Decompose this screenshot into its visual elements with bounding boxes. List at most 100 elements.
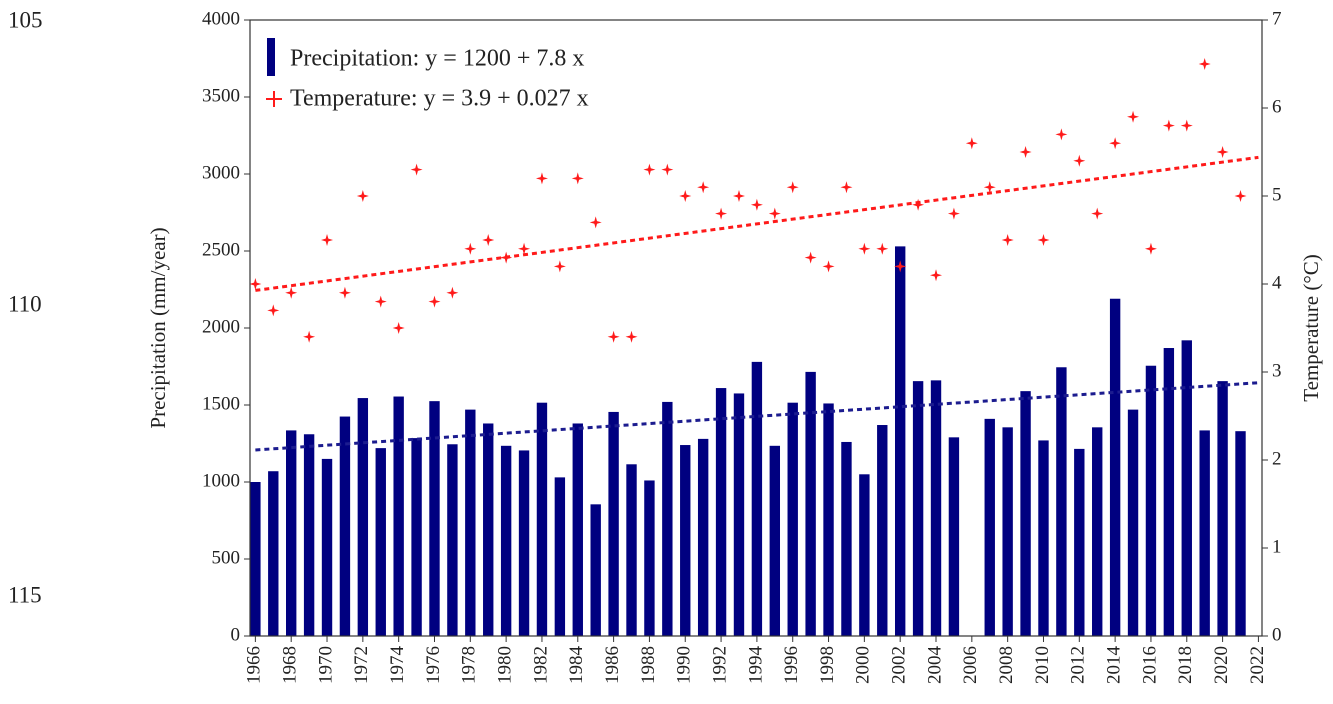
y-tick-label: 0 xyxy=(231,624,241,645)
trend-line xyxy=(255,155,1259,292)
temperature-point xyxy=(356,190,369,202)
bar xyxy=(859,474,870,636)
bar xyxy=(393,396,404,636)
x-tick-label: 1994 xyxy=(745,646,766,685)
y2-tick-label: 1 xyxy=(1272,536,1282,557)
bar xyxy=(429,401,440,636)
bar xyxy=(268,471,279,636)
x-tick-label: 2000 xyxy=(853,646,874,684)
legend-swatch xyxy=(267,38,275,76)
bar xyxy=(841,441,852,636)
x-tick-label: 2022 xyxy=(1247,646,1268,684)
y-axis-label: Precipitation (mm/year) xyxy=(146,227,170,428)
x-tick-label: 1996 xyxy=(781,646,802,684)
temperature-point xyxy=(947,207,960,220)
bar xyxy=(286,430,297,636)
legend-label: Precipitation: y = 1200 + 7.8 x xyxy=(290,46,584,72)
bar xyxy=(805,371,816,636)
temperature-point xyxy=(625,330,638,343)
x-tick-label: 1986 xyxy=(602,646,623,684)
y2-tick-label: 4 xyxy=(1272,272,1282,293)
y2-tick-label: 5 xyxy=(1272,184,1282,205)
temperature-point xyxy=(768,207,781,220)
bar xyxy=(572,423,583,636)
temperature-point xyxy=(535,172,548,185)
bar xyxy=(680,445,691,636)
bar xyxy=(1092,427,1103,636)
y-tick-label: 1500 xyxy=(202,393,240,414)
temperature-point xyxy=(571,172,584,185)
line-number: 110 xyxy=(8,291,42,316)
temperature-point xyxy=(965,137,978,150)
y2-tick-label: 0 xyxy=(1272,624,1282,645)
bar xyxy=(1002,427,1013,636)
temperature-point xyxy=(983,181,996,194)
y-tick-label: 2500 xyxy=(202,239,240,260)
line-number: 115 xyxy=(8,582,42,607)
temperature-point xyxy=(1019,146,1032,158)
temperature-point xyxy=(715,207,728,220)
bar xyxy=(912,381,924,636)
temperature-point xyxy=(518,242,531,255)
bar xyxy=(626,464,637,636)
temperature-point xyxy=(1162,119,1175,132)
temperature-point xyxy=(786,181,799,194)
y2-tick-label: 7 xyxy=(1272,8,1282,29)
bar xyxy=(1181,340,1192,636)
bar xyxy=(894,246,906,636)
temperature-point xyxy=(428,295,441,308)
bar xyxy=(787,402,798,636)
temperature-point xyxy=(876,242,889,255)
temperature-point xyxy=(338,286,351,299)
temperature-point xyxy=(1216,146,1229,158)
bar xyxy=(411,438,422,636)
temperature-point xyxy=(464,242,477,255)
x-tick-label: 2018 xyxy=(1175,646,1196,684)
bar xyxy=(877,425,888,636)
temperature-point xyxy=(697,181,710,194)
x-tick-label: 1988 xyxy=(638,646,659,684)
temperature-point xyxy=(1073,154,1086,167)
bar xyxy=(1199,430,1210,636)
x-tick-label: 1980 xyxy=(494,646,515,684)
x-tick-label: 1992 xyxy=(709,646,730,684)
temperature-point xyxy=(822,260,835,273)
temperature-point xyxy=(607,330,620,343)
y-tick-label: 3500 xyxy=(202,85,240,106)
temperature-point xyxy=(1001,234,1014,246)
bar xyxy=(1127,409,1139,636)
temperature-point xyxy=(303,330,316,343)
bar xyxy=(769,445,781,636)
y-tick-label: 4000 xyxy=(202,8,240,29)
temperature-point xyxy=(1091,207,1104,220)
bar xyxy=(608,411,619,636)
x-tick-label: 1984 xyxy=(566,646,587,685)
x-tick-label: 2002 xyxy=(889,646,910,684)
temperature-point xyxy=(1055,128,1068,141)
temperature-point xyxy=(321,234,334,246)
temperature-point xyxy=(589,216,602,229)
temperature-point xyxy=(1127,110,1140,123)
temperature-point xyxy=(643,163,656,176)
x-tick-label: 2012 xyxy=(1068,646,1089,684)
temperature-point xyxy=(912,198,925,211)
x-tick-label: 2020 xyxy=(1211,646,1232,684)
temperature-point xyxy=(840,181,853,194)
bar xyxy=(339,416,351,636)
x-tick-label: 1966 xyxy=(244,646,265,684)
bar xyxy=(823,403,834,636)
legend-swatch xyxy=(266,91,282,107)
bar xyxy=(1217,381,1228,636)
bar xyxy=(500,445,512,636)
bar xyxy=(1109,298,1121,636)
temperature-point xyxy=(661,163,674,176)
bar xyxy=(1020,391,1031,636)
bar xyxy=(303,434,315,636)
bar xyxy=(930,380,942,636)
x-tick-label: 2016 xyxy=(1139,646,1160,684)
x-tick-label: 2004 xyxy=(924,646,945,685)
bar xyxy=(644,480,655,636)
temperature-point xyxy=(732,190,745,202)
y2-tick-label: 2 xyxy=(1272,448,1282,469)
